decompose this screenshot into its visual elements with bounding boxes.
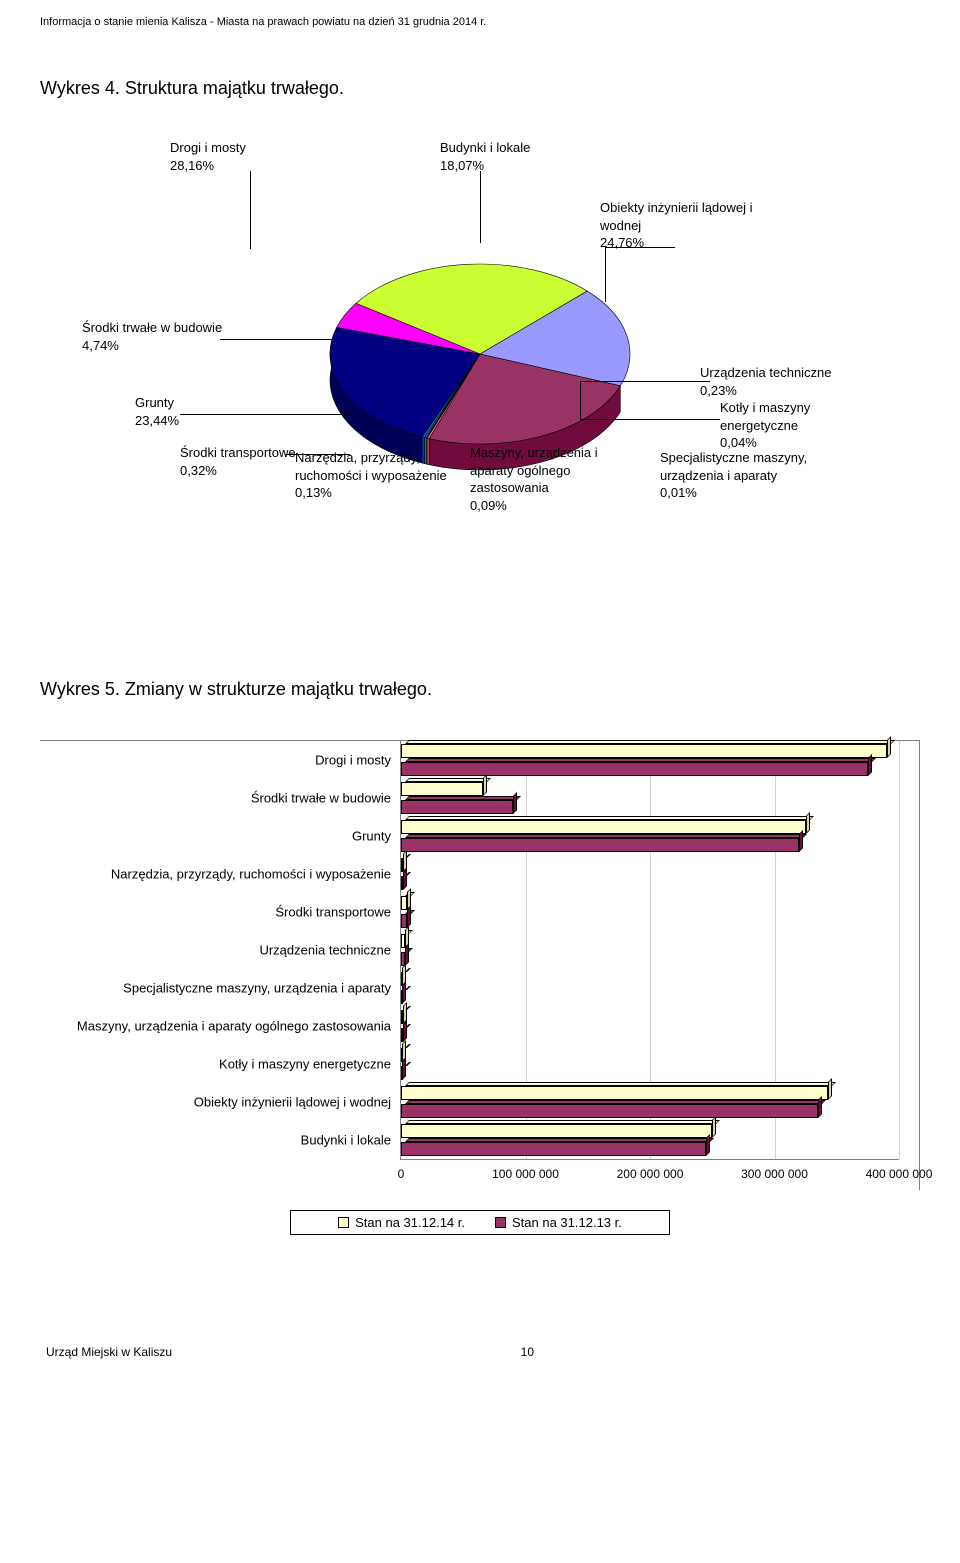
- bar: [401, 1028, 403, 1042]
- bar-category-row: Narzędzia, przyrządy, ruchomości i wypos…: [401, 855, 899, 893]
- bar-category-label: Obiekty inżynierii lądowej i wodnej: [41, 1095, 401, 1110]
- chart4-title: Wykres 4. Struktura majątku trwałego.: [40, 78, 920, 99]
- pie-slice-label: Obiekty inżynierii lądowej iwodnej24,76%: [600, 199, 752, 252]
- bar-category-label: Maszyny, urządzenia i aparaty ogólnego z…: [41, 1019, 401, 1034]
- bar-category-row: Specjalistyczne maszyny, urządzenia i ap…: [401, 969, 899, 1007]
- bar-category-row: Środki trwałe w budowie: [401, 779, 899, 817]
- legend-item: Stan na 31.12.13 r.: [495, 1215, 622, 1230]
- footer-page-number: 10: [521, 1345, 534, 1359]
- pie-slice-label: Budynki i lokale18,07%: [440, 139, 530, 174]
- bar-category-row: Obiekty inżynierii lądowej i wodnej: [401, 1083, 899, 1121]
- bar: [401, 762, 868, 776]
- bar-category-label: Urządzenia techniczne: [41, 943, 401, 958]
- bar-category-row: Urządzenia techniczne: [401, 931, 899, 969]
- bar: [401, 1010, 403, 1024]
- bar-category-row: Środki transportowe: [401, 893, 899, 931]
- bar-category-row: Budynki i lokale: [401, 1121, 899, 1159]
- pie-slice-label: Grunty23,44%: [135, 394, 179, 429]
- bar: [401, 1142, 706, 1156]
- legend-swatch-icon: [495, 1217, 506, 1228]
- legend-label: Stan na 31.12.13 r.: [512, 1215, 622, 1230]
- pie-slice-label: Narzędzia, przyrządy,ruchomości i wyposa…: [295, 449, 447, 502]
- bar: [401, 896, 407, 910]
- bar-legend: Stan na 31.12.14 r. Stan na 31.12.13 r.: [290, 1210, 670, 1235]
- pie-slice-label: Urządzenia techniczne0,23%: [700, 364, 832, 399]
- bar: [401, 800, 513, 814]
- x-axis-tick-label: 400 000 000: [866, 1167, 933, 1181]
- bar: [401, 1086, 828, 1100]
- bar-category-label: Drogi i mosty: [41, 753, 401, 768]
- bar-category-row: Grunty: [401, 817, 899, 855]
- bar-plot-area: Drogi i mostyŚrodki trwałe w budowieGrun…: [40, 740, 920, 1190]
- legend-item: Stan na 31.12.14 r.: [338, 1215, 465, 1230]
- bar: [401, 838, 799, 852]
- bar: [401, 990, 402, 1004]
- bar-category-row: Maszyny, urządzenia i aparaty ogólnego z…: [401, 1007, 899, 1045]
- bar-category-row: Kotły i maszyny energetyczne: [401, 1045, 899, 1083]
- bar: [401, 744, 887, 758]
- bar: [401, 1104, 818, 1118]
- bar-category-label: Kotły i maszyny energetyczne: [41, 1057, 401, 1072]
- bar-category-label: Grunty: [41, 829, 401, 844]
- chart5-title: Wykres 5. Zmiany w strukturze majątku tr…: [40, 679, 920, 700]
- pie-slice-label: Specjalistyczne maszyny,urządzenia i apa…: [660, 449, 807, 502]
- pie-chart-container: Drogi i mosty28,16% Budynki i lokale18,07…: [40, 139, 920, 619]
- bar-category-label: Środki transportowe: [41, 905, 401, 920]
- bar-category-label: Budynki i lokale: [41, 1133, 401, 1148]
- bar-category-label: Narzędzia, przyrządy, ruchomości i wypos…: [41, 867, 401, 882]
- pie-slice-label: Środki transportowe0,32%: [180, 444, 296, 479]
- document-header: Informacja o stanie mienia Kalisza - Mia…: [40, 16, 920, 28]
- pie-slice-label: Kotły i maszynyenergetyczne0,04%: [720, 399, 810, 452]
- legend-label: Stan na 31.12.14 r.: [355, 1215, 465, 1230]
- x-axis-tick-label: 200 000 000: [617, 1167, 684, 1181]
- bar: [401, 934, 405, 948]
- x-axis-tick-label: 300 000 000: [741, 1167, 808, 1181]
- bar: [401, 782, 483, 796]
- bar: [401, 914, 407, 928]
- bar-chart-container: Drogi i mostyŚrodki trwałe w budowieGrun…: [40, 740, 920, 1235]
- bar-category-label: Specjalistyczne maszyny, urządzenia i ap…: [41, 981, 401, 996]
- pie-slice-label: Środki trwałe w budowie4,74%: [82, 319, 222, 354]
- x-axis-tick-label: 100 000 000: [492, 1167, 559, 1181]
- x-axis-tick-label: 0: [398, 1167, 405, 1181]
- bar-category-row: Drogi i mosty: [401, 741, 899, 779]
- bar: [401, 1124, 712, 1138]
- bar: [401, 876, 403, 890]
- legend-swatch-icon: [338, 1217, 349, 1228]
- pie-slice-label: Maszyny, urządzenia iaparaty ogólnegozas…: [470, 444, 598, 514]
- bar: [401, 1066, 402, 1080]
- bar-category-label: Środki trwałe w budowie: [41, 791, 401, 806]
- footer-org: Urząd Miejski w Kaliszu: [46, 1345, 172, 1359]
- pie-slice-label: Drogi i mosty28,16%: [170, 139, 246, 174]
- bar: [401, 820, 806, 834]
